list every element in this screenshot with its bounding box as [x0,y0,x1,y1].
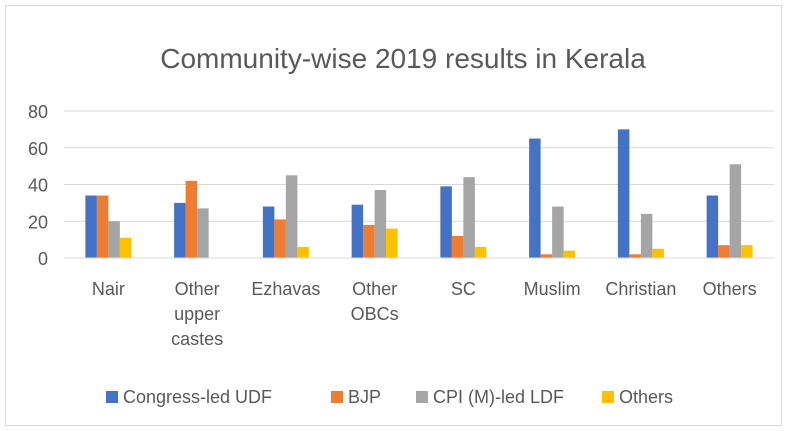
bar [351,204,364,258]
bar [374,190,387,258]
x-tick-label: Christian [605,279,676,299]
x-tick-label: Other [352,279,397,299]
bar [185,180,198,258]
chart-title: Community-wise 2019 results in Kerala [160,43,646,74]
bar-chart: Community-wise 2019 results in Kerala 0 2… [28,43,774,407]
bar [285,175,298,258]
bar [718,245,730,258]
x-tick-label: Muslim [524,279,581,299]
bar [297,246,309,258]
legend-label: Others [619,387,673,407]
legend-label: CPI (M)-led LDF [433,387,564,407]
bar [85,195,97,258]
bar [451,235,464,258]
legend-swatch [106,391,118,403]
bar [741,245,753,258]
y-tick-label: 80 [28,102,48,122]
y-tick-label: 20 [28,212,48,232]
bar [652,248,664,258]
x-tick-label: castes [171,329,223,349]
bar [729,164,742,258]
x-tick-label: upper [174,304,220,324]
x-tick-label: Others [703,279,757,299]
bar [629,254,641,258]
gridlines [64,110,774,222]
bar [274,219,286,258]
y-tick-label: 40 [28,176,48,196]
bar [640,213,653,258]
bar [197,208,209,258]
bar [363,224,375,258]
bar [474,246,487,258]
bar [174,202,186,258]
chart-frame: Community-wise 2019 results in Kerala 0 2… [5,5,782,426]
x-tick-label: OBCs [351,304,399,324]
x-tick-label: Nair [92,279,125,299]
bar [552,206,564,258]
bar [96,195,109,258]
bar [440,186,452,258]
bar [617,129,630,258]
legend-label: Congress-led UDF [123,387,272,407]
legend-swatch [602,391,614,403]
y-tick-label: 0 [38,249,48,269]
bar [262,206,275,258]
bar [108,221,120,258]
legend: Congress-led UDF BJP CPI (M)-led LDF Others [106,387,673,407]
legend-swatch [416,391,428,403]
x-tick-label: Other [175,279,220,299]
x-axis-category-labels: Nair Other upper castes Ezhavas Other OBCs SC Mu… [92,279,757,349]
x-tick-label: SC [451,279,476,299]
bar [463,177,475,258]
legend-swatch [331,391,343,403]
y-axis-tick-labels: 0 20 40 60 80 [28,102,48,269]
bar [119,237,132,258]
y-tick-label: 60 [28,139,48,159]
bars [85,129,753,258]
x-tick-label: Ezhavas [251,279,320,299]
bar [563,250,576,258]
bar [540,254,553,258]
bar [706,195,719,258]
legend-label: BJP [348,387,381,407]
bar [386,228,398,258]
bar [529,138,541,258]
